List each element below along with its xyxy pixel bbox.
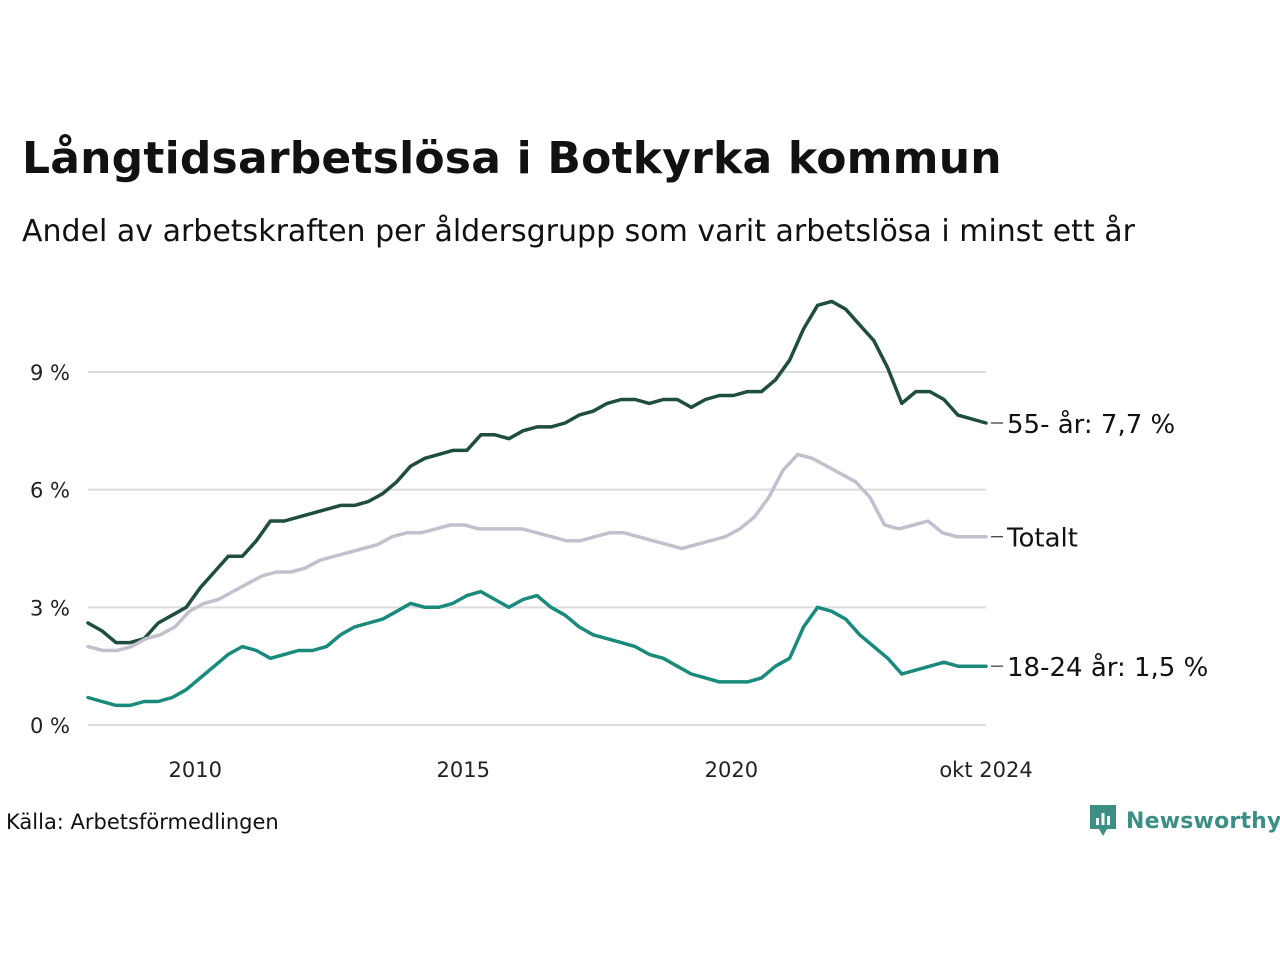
grid-lines bbox=[88, 371, 986, 726]
brand-logo: Newsworthy bbox=[1088, 803, 1280, 839]
newsworthy-logo-icon bbox=[1090, 805, 1116, 836]
series-line-2 bbox=[86, 589, 988, 708]
series-end-labels: 55- år: 7,7 % Totalt 18-24 år: 1,5 % bbox=[991, 409, 1208, 683]
series-line-1 bbox=[86, 452, 988, 653]
y-tick-label: 9 % bbox=[30, 361, 70, 385]
x-tick-label: 2010 bbox=[168, 758, 221, 782]
chart-subtitle: Andel av arbetskraften per åldersgrupp s… bbox=[22, 214, 1135, 249]
y-tick-label: 3 % bbox=[30, 596, 70, 620]
x-axis: 2010 2015 2020 okt 2024 bbox=[168, 758, 1032, 782]
chart-title: Långtidsarbetslösa i Botkyrka kommun bbox=[22, 133, 1002, 184]
x-tick-label: 2015 bbox=[437, 758, 490, 782]
series-lines bbox=[86, 299, 988, 708]
y-tick-label: 6 % bbox=[30, 479, 70, 503]
y-tick-label: 0 % bbox=[30, 714, 70, 738]
source-note: Källa: Arbetsförmedlingen bbox=[6, 810, 279, 834]
x-tick-label: 2020 bbox=[705, 758, 758, 782]
series-end-label: 18-24 år: 1,5 % bbox=[1007, 652, 1208, 683]
brand-name: Newsworthy bbox=[1126, 808, 1280, 834]
y-axis: 0 % 3 % 6 % 9 % bbox=[30, 361, 70, 738]
series-end-label: Totalt bbox=[1006, 524, 1078, 554]
series-line-0 bbox=[86, 299, 988, 645]
series-end-label: 55- år: 7,7 % bbox=[1007, 409, 1175, 440]
x-tick-label: okt 2024 bbox=[939, 758, 1032, 782]
